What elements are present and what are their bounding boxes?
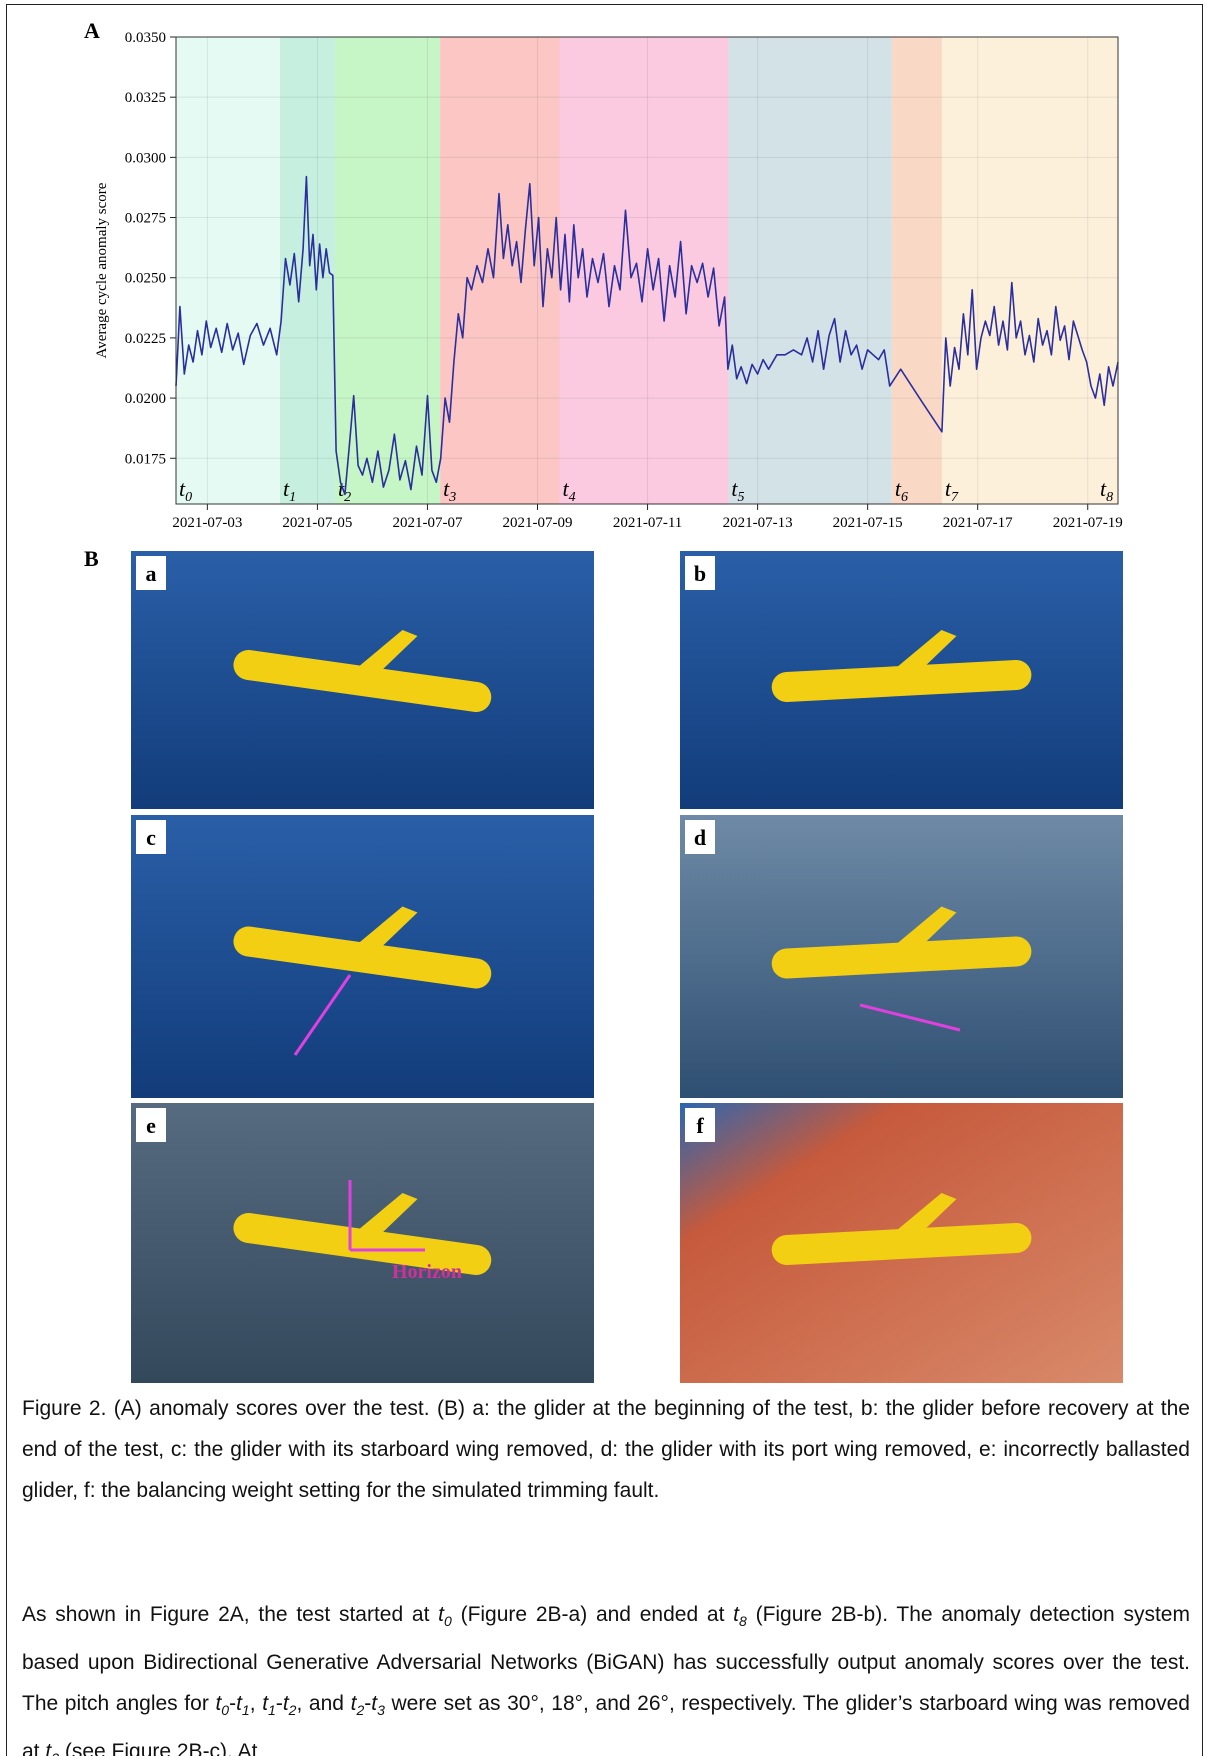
x-tick-label: 2021-07-03: [172, 515, 242, 531]
x-tick-label: 2021-07-13: [723, 515, 793, 531]
y-tick-label: 0.0200: [125, 391, 166, 407]
phase-label-sub: 1: [289, 490, 296, 505]
panel-label: B: [84, 546, 99, 571]
time-symbol: t3: [45, 1740, 59, 1756]
text-run: -: [276, 1692, 283, 1715]
phase-region: [176, 37, 280, 504]
phase-label-sub: 3: [448, 490, 456, 505]
phase-region: [892, 37, 942, 504]
x-tick-label: 2021-07-19: [1053, 515, 1123, 531]
y-tick-label: 0.0300: [125, 150, 166, 166]
phase-label-sub: 8: [1106, 490, 1113, 505]
panel-tag: e: [146, 1113, 156, 1138]
y-axis-title: Average cycle anomaly score: [94, 182, 110, 358]
time-symbol: t8: [733, 1603, 747, 1626]
symbol-sub: 0: [221, 1702, 229, 1718]
phase-label-sub: 7: [951, 490, 959, 505]
time-symbol: t1: [262, 1692, 276, 1715]
panel-label: A: [84, 18, 100, 43]
text-run: (see Figure 2B-c). At: [59, 1740, 257, 1756]
y-tick-label: 0.0325: [125, 90, 166, 106]
y-tick-label: 0.0275: [125, 211, 166, 227]
x-tick-label: 2021-07-05: [282, 515, 352, 531]
text-run: (Figure 2B-a) and ended at: [452, 1603, 733, 1626]
time-symbol: t2: [283, 1692, 297, 1715]
x-tick-label: 2021-07-09: [503, 515, 573, 531]
y-tick-label: 0.0225: [125, 331, 166, 347]
symbol-sub: 3: [377, 1702, 385, 1718]
symbol-sub: 3: [51, 1751, 59, 1756]
x-tick-label: 2021-07-11: [613, 515, 682, 531]
phase-region: [942, 37, 1118, 504]
time-symbol: t2: [351, 1692, 365, 1715]
panel-tag: b: [694, 561, 706, 586]
symbol-sub: 0: [444, 1613, 452, 1629]
phase-label-sub: 6: [901, 490, 908, 505]
text-run: ,: [250, 1692, 262, 1715]
figure: A 0.0175 0.0200 0.0225 0.0250 0.0275 0.0300 0.0…: [0, 0, 1213, 1390]
page: A 0.0175 0.0200 0.0225 0.0250 0.0275 0.0300 0.0…: [0, 0, 1213, 1756]
text-run: As shown in Figure 2A, the test started …: [22, 1603, 438, 1626]
phase-label-sub: 5: [738, 490, 745, 505]
phase-label-sub: 4: [569, 490, 576, 505]
photo-annotation: Horizon: [392, 1261, 462, 1283]
panel-tag: a: [146, 561, 157, 586]
x-tick-label: 2021-07-15: [833, 515, 903, 531]
time-symbol: t1: [236, 1692, 250, 1715]
time-symbol: t3: [371, 1692, 385, 1715]
phase-label-sub: 0: [185, 490, 192, 505]
y-tick-label: 0.0175: [125, 451, 166, 467]
panel-tag: c: [146, 825, 156, 850]
x-tick-label: 2021-07-17: [943, 515, 1013, 531]
symbol-sub: 1: [268, 1702, 276, 1718]
body-paragraph: As shown in Figure 2A, the test started …: [22, 1594, 1190, 1756]
symbol-sub: 8: [739, 1613, 747, 1629]
time-symbol: t0: [215, 1692, 229, 1715]
symbol-sub: 1: [242, 1702, 250, 1718]
panel-tag: d: [694, 825, 706, 850]
figure-caption: Figure 2. (A) anomaly scores over the te…: [22, 1388, 1190, 1511]
x-tick-label: 2021-07-07: [392, 515, 462, 531]
panel-tag: f: [696, 1113, 704, 1138]
y-tick-label: 0.0350: [125, 30, 166, 46]
text-run: , and: [296, 1692, 350, 1715]
y-tick-label: 0.0250: [125, 271, 166, 287]
time-symbol: t0: [438, 1603, 452, 1626]
